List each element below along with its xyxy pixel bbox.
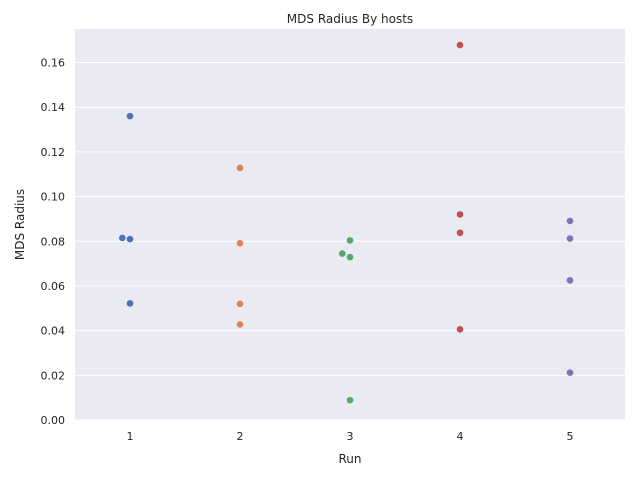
data-point	[126, 300, 134, 307]
x-tick-labels: 1 2 3 4 5	[127, 430, 574, 443]
data-point	[236, 321, 244, 328]
y-tick-label: 0.16	[41, 57, 66, 70]
data-point	[456, 229, 464, 237]
data-point	[566, 217, 574, 225]
data-point	[236, 300, 244, 308]
x-axis-label: Run	[338, 452, 361, 466]
y-tick-label: 0.00	[41, 414, 66, 427]
y-axis-label: MDS Radius	[13, 189, 27, 260]
data-point	[346, 237, 354, 244]
data-point	[126, 112, 134, 120]
data-point	[119, 234, 126, 242]
data-point	[236, 164, 244, 172]
x-tick-label: 2	[237, 430, 244, 443]
data-point	[456, 211, 464, 218]
chart-title: MDS Radius By hosts	[287, 12, 413, 26]
y-tick-label: 0.10	[41, 191, 66, 204]
data-point	[236, 239, 244, 247]
data-point	[566, 235, 574, 242]
plot-background	[75, 29, 625, 420]
data-point	[456, 41, 464, 49]
x-tick-label: 3	[347, 430, 354, 443]
x-tick-label: 1	[127, 430, 134, 443]
y-tick-labels: 0.00 0.02 0.04 0.06 0.08 0.10 0.12 0.14 0.16	[41, 57, 66, 427]
x-tick-label: 4	[457, 430, 464, 443]
data-point	[566, 277, 574, 284]
data-point	[346, 253, 354, 261]
y-tick-label: 0.06	[41, 280, 66, 293]
y-tick-label: 0.02	[41, 369, 66, 382]
y-tick-label: 0.14	[41, 101, 66, 114]
y-tick-label: 0.12	[41, 146, 66, 159]
x-tick-label: 5	[567, 430, 574, 443]
data-point	[566, 369, 574, 376]
data-point	[126, 235, 134, 243]
y-tick-label: 0.08	[41, 235, 66, 248]
data-points	[119, 41, 574, 404]
data-point	[346, 396, 354, 404]
y-tick-label: 0.04	[41, 325, 66, 338]
data-point	[339, 250, 346, 257]
data-point	[456, 325, 464, 333]
